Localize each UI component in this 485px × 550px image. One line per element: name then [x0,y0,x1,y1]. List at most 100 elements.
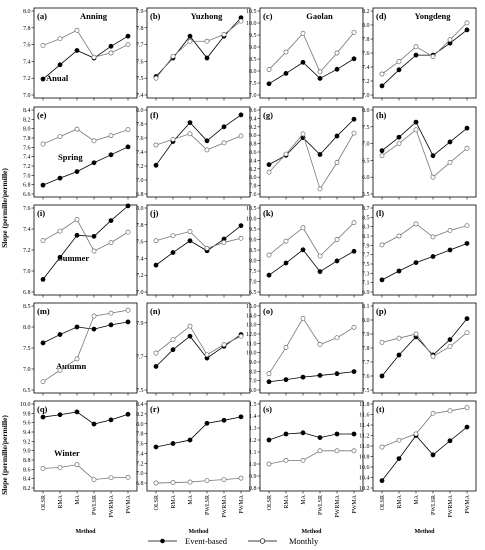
y-tick-label: 8.0 [249,259,257,265]
monthly-point [108,50,114,56]
y-tick-label: 7.6 [136,442,144,448]
event-based-point [464,125,470,131]
y-tick-label: 8.2 [249,167,257,173]
panel-label: (k) [263,208,274,218]
event-based-point [153,162,159,168]
y-tick-label: 7.4 [23,227,31,233]
monthly-point [153,75,159,81]
x-tick-label: PWMA [465,494,471,513]
event-based-point [57,332,63,337]
event-based-point [351,248,357,254]
monthly-point [283,49,289,55]
y-tick-label: 7.9 [362,332,370,338]
panel-label: (l) [376,208,384,218]
event-based-point [57,62,63,68]
monthly-point [266,461,272,467]
x-axis-label: Method [415,529,436,535]
panel-label: (t) [376,404,385,414]
panel-label: (o) [263,306,273,316]
monthly-line [42,464,129,481]
monthly-point [170,337,176,342]
monthly-point [57,465,63,470]
panel-f: 6.8 7.0 7.2 7.4 7.6 7.8 8.0 (f) [136,106,251,200]
legend-event-marker [160,538,165,544]
y-tick-label: 9.0 [249,238,257,244]
y-tick-label: 8.2 [23,117,31,123]
monthly-point [379,242,385,248]
event-based-line [155,416,242,448]
season-label: Summer [58,253,89,263]
x-axis-label: Method [189,529,210,535]
event-based-point [125,203,131,209]
panel-label: (a) [37,11,47,21]
y-tick-label: 6.8 [136,192,144,198]
event-based-point [238,112,244,118]
y-tick-label: 11.2 [359,434,369,440]
y-tick-label: 7.2 [23,76,31,82]
y-tick-label: 11.6 [359,413,369,419]
event-based-point [447,247,453,253]
event-based-point [317,152,323,157]
x-tick-label: RMA [284,494,290,508]
y-tick-label: 8.5 [249,248,257,254]
monthly-point [125,42,131,47]
y-tick-label: 7.8 [136,122,144,128]
y-tick-label: 11.8 [359,402,369,408]
y-tick-label: 9.5 [249,33,257,39]
y-tick-label: 7.0 [23,367,31,373]
monthly-line [42,218,129,252]
y-tick-label: 7.5 [136,76,144,82]
panel-g: 7.6 7.8 8.0 8.2 8.4 8.6 8.8 9.0 9.2 9.4 9.6 (g) [249,106,364,200]
monthly-point [396,437,402,443]
monthly-point [379,71,385,77]
monthly-point [396,59,402,64]
y-tick-label: 6.0 [362,175,370,181]
event-based-line [268,58,355,85]
monthly-line [155,477,242,484]
monthly-point [108,310,114,316]
monthly-point [238,333,244,339]
event-based-point [91,160,97,166]
panel-i: 6.8 7.0 7.2 7.4 7.6 (i) Summer [23,203,138,298]
event-based-point [108,417,114,423]
x-tick-label: PWLSR [431,495,437,515]
monthly-point [74,126,80,132]
event-based-point [396,268,402,274]
monthly-point [40,379,46,384]
season-label: Spring [58,152,83,162]
monthly-point [300,457,306,463]
event-based-point [396,67,402,73]
y-tick-label: 11.4 [359,423,369,429]
panel-label: (r) [150,404,160,414]
x-tick-label: OLSR [154,495,160,510]
monthly-point [464,405,470,411]
plot-frame [33,400,138,492]
monthly-point [57,228,63,234]
y-tick-label: 7.6 [23,206,31,212]
x-tick-label: PWMA [126,494,132,513]
monthly-point [74,462,80,468]
monthly-point [396,141,402,146]
y-tick-label: 7.2 [23,164,31,170]
y-tick-label: 8.0 [136,206,144,212]
monthly-point [108,240,114,246]
event-based-line [42,205,129,280]
y-tick-label: 8.0 [136,422,144,428]
y-tick-label: 6.9 [362,290,370,296]
legend-monthly-label: Monthly [289,536,319,546]
monthly-point [413,331,419,337]
monthly-point [430,353,436,359]
y-tick-label: 8.0 [23,325,31,331]
event-based-point [266,379,272,385]
event-based-line [381,426,468,481]
event-based-point [153,444,159,450]
y-tick-label: 11.0 [246,341,256,347]
y-tick-label: 7.5 [136,388,144,394]
y-tick-label: 7.4 [23,155,31,161]
monthly-line [42,29,129,58]
y-tick-label: 1.4 [249,414,257,420]
plot-frame [372,7,477,99]
event-based-point [379,478,385,484]
event-based-line [42,411,129,425]
monthly-point [379,153,385,159]
